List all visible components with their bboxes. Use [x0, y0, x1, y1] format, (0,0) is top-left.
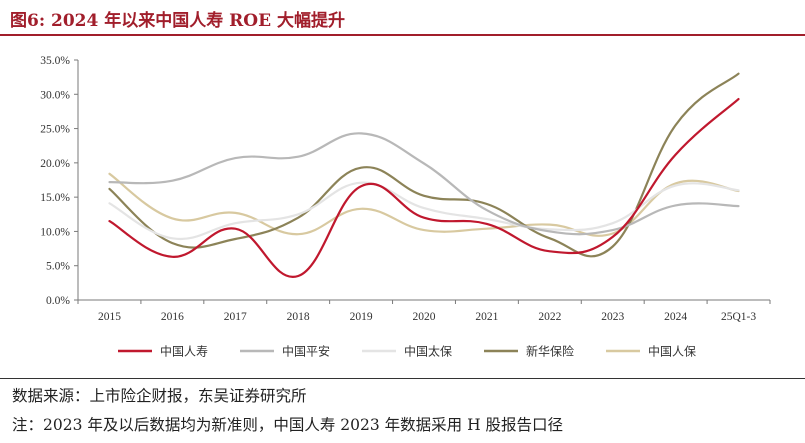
y-tick-label: 15.0% [40, 192, 70, 204]
y-tick-label: 10.0% [40, 226, 70, 238]
y-tick-label: 30.0% [40, 89, 70, 101]
methodology-note: 注：2023 年及以后数据均为新准则，中国人寿 2023 年数据采用 H 股报告… [12, 416, 564, 434]
y-tick-label: 5.0% [46, 261, 70, 273]
x-tick-label: 2022 [538, 311, 561, 323]
x-tick-label: 2020 [413, 311, 436, 323]
footnote-rule [0, 378, 805, 379]
x-tick-label: 2019 [350, 311, 373, 323]
legend: 中国人寿 中国平安 中国太保 新华保险 中国人保 [118, 344, 696, 359]
series-line [108, 98, 740, 278]
legend-label: 中国太保 [404, 344, 452, 359]
series-line [108, 172, 740, 237]
x-axis: 2015 2016 2017 2018 2019 2020 2021 2022 2023 2024… [77, 299, 771, 323]
x-tick-label: 2016 [161, 311, 184, 323]
y-tick-label: 20.0% [40, 158, 70, 170]
y-tick-label: 25.0% [40, 124, 70, 136]
y-tick-label: 35.0% [40, 55, 70, 67]
figure-title: 图6: 2024 年以来中国人寿 ROE 大幅提升 [10, 11, 345, 31]
legend-label: 中国平安 [282, 344, 330, 359]
x-tick-label: 2018 [287, 311, 310, 323]
series-line [108, 181, 740, 241]
x-tick-label: 2023 [601, 311, 624, 323]
legend-label: 新华保险 [526, 344, 574, 359]
legend-label: 中国人保 [648, 344, 696, 359]
roe-line-chart: 0.0% 5.0% 10.0% 15.0% 20.0% 25.0% 30.0% 35.0% 2… [40, 55, 771, 359]
series-line [108, 132, 740, 236]
x-tick-label: 25Q1-3 [721, 311, 756, 323]
y-tick-label: 0.0% [46, 295, 70, 307]
title-rule [0, 34, 805, 36]
series-line [108, 72, 740, 258]
series-lines [108, 72, 740, 278]
x-tick-label: 2021 [475, 311, 498, 323]
x-tick-label: 2024 [664, 311, 687, 323]
x-tick-label: 2017 [224, 311, 247, 323]
y-axis: 0.0% 5.0% 10.0% 15.0% 20.0% 25.0% 30.0% 35.0% [40, 55, 79, 307]
x-tick-label: 2015 [98, 311, 121, 323]
legend-label: 中国人寿 [160, 344, 208, 359]
data-source-note: 数据来源：上市险企财报，东吴证券研究所 [12, 387, 307, 405]
